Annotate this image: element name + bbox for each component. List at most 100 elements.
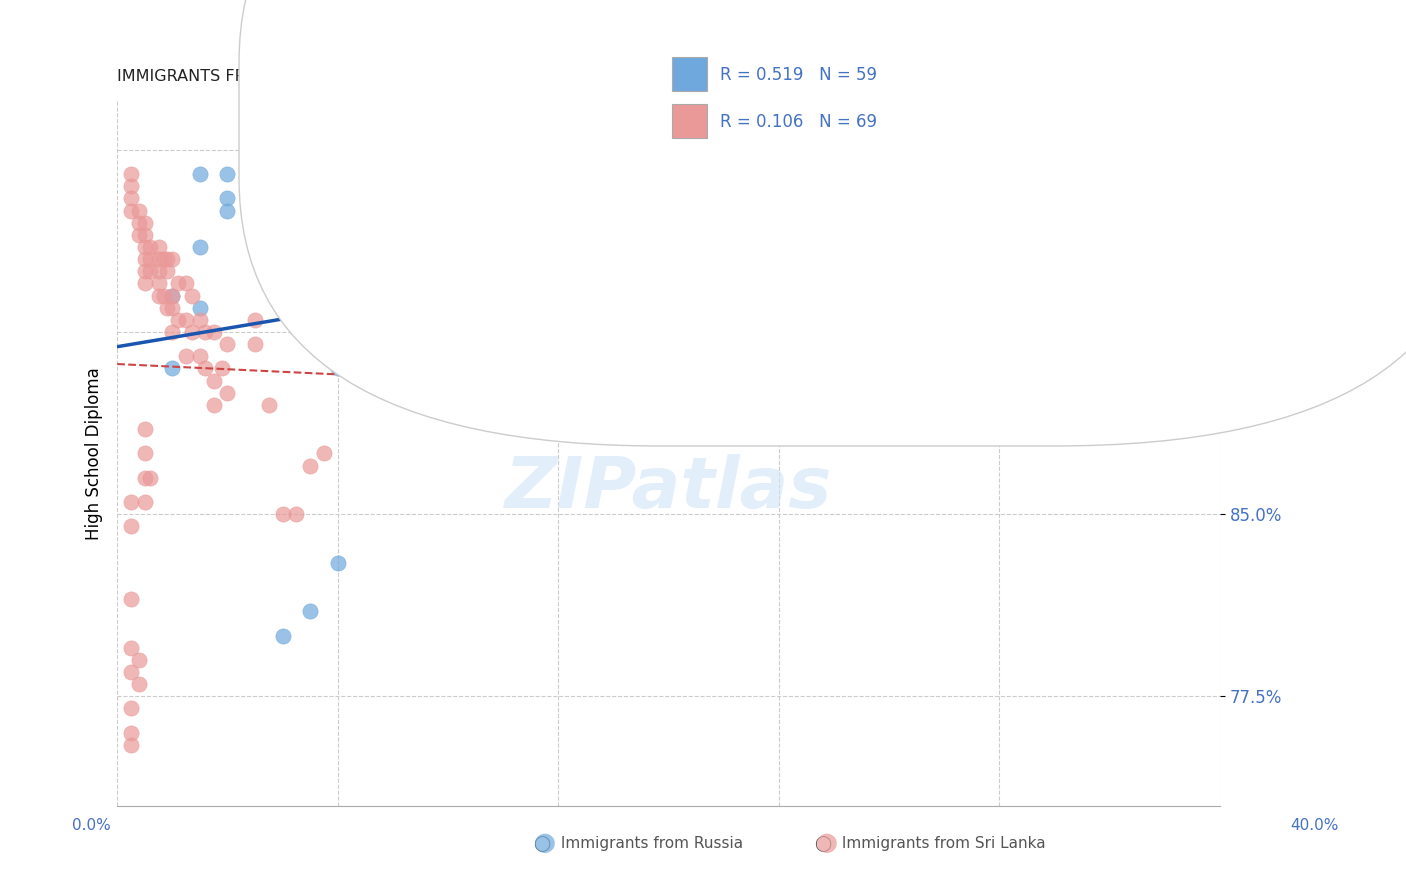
Point (153, 288, 176, 302)
Point (134, 422, 156, 436)
Point (243, 313, 266, 327)
Point (271, 240, 294, 254)
Point (713, 227, 735, 242)
Point (960, 179, 983, 194)
Point (188, 240, 211, 254)
Point (134, 495, 156, 509)
Point (1126, 167, 1149, 181)
Point (1126, 155, 1149, 169)
Point (156, 264, 179, 278)
Text: 0.0%: 0.0% (72, 818, 111, 832)
Point (877, 240, 900, 254)
Point (194, 361, 217, 376)
Point (156, 301, 179, 315)
Point (823, 203, 845, 218)
Point (128, 216, 150, 230)
Point (188, 349, 211, 363)
Point (180, 325, 202, 339)
Point (492, 277, 515, 291)
Point (174, 349, 197, 363)
Point (202, 325, 225, 339)
Point (630, 301, 652, 315)
Point (162, 301, 184, 315)
Point (156, 252, 179, 267)
Point (796, 179, 818, 194)
Point (685, 240, 707, 254)
Point (299, 604, 322, 618)
Point (657, 240, 679, 254)
Point (194, 325, 217, 339)
Point (202, 374, 225, 388)
Point (243, 337, 266, 351)
Point (326, 556, 349, 570)
Point (437, 277, 460, 291)
Point (299, 313, 322, 327)
Point (120, 203, 142, 218)
Point (139, 471, 162, 485)
Point (148, 288, 170, 302)
Point (285, 507, 308, 521)
Point (326, 361, 349, 376)
Point (174, 313, 197, 327)
Point (162, 325, 184, 339)
Point (312, 446, 335, 460)
Point (934, 203, 956, 218)
Point (326, 277, 349, 291)
Point (243, 216, 266, 230)
Point (120, 167, 142, 181)
Point (271, 277, 294, 291)
Text: ⬤: ⬤ (534, 833, 557, 853)
Point (120, 738, 142, 752)
Point (877, 192, 900, 206)
Point (153, 252, 176, 267)
Point (139, 240, 162, 254)
Point (188, 313, 211, 327)
Point (1043, 167, 1066, 181)
Point (1153, 148, 1175, 162)
Text: IMMIGRANTS FROM RUSSIA VS IMMIGRANTS FROM SRI LANKA HIGH SCHOOL DIPLOMA CORRELAT: IMMIGRANTS FROM RUSSIA VS IMMIGRANTS FRO… (117, 69, 987, 84)
Point (188, 167, 211, 181)
Point (299, 325, 322, 339)
Point (464, 301, 486, 315)
Point (120, 179, 142, 194)
Point (1098, 155, 1121, 169)
Point (519, 277, 541, 291)
Point (202, 398, 225, 412)
Point (120, 726, 142, 740)
Point (243, 203, 266, 218)
Point (134, 240, 156, 254)
Point (271, 507, 294, 521)
Point (217, 192, 239, 206)
Point (381, 301, 404, 315)
Text: ZIPatlas: ZIPatlas (505, 454, 832, 524)
Point (1015, 192, 1038, 206)
Point (492, 349, 515, 363)
Point (120, 519, 142, 533)
Point (188, 301, 211, 315)
Point (257, 398, 280, 412)
Text: Source: ZipAtlas.com: Source: ZipAtlas.com (1230, 27, 1364, 40)
Point (326, 301, 349, 315)
Point (148, 252, 170, 267)
Point (437, 240, 460, 254)
Point (354, 325, 377, 339)
Point (134, 216, 156, 230)
Point (217, 203, 239, 218)
Point (120, 495, 142, 509)
Point (134, 264, 156, 278)
Point (464, 277, 486, 291)
Point (1071, 155, 1094, 169)
Point (134, 252, 156, 267)
Point (217, 167, 239, 181)
Text: ⬤: ⬤ (815, 833, 838, 853)
Point (120, 701, 142, 715)
Point (988, 179, 1011, 194)
Point (354, 374, 377, 388)
Text: R = 0.106   N = 69: R = 0.106 N = 69 (720, 113, 877, 131)
Point (409, 361, 432, 376)
Point (166, 313, 188, 327)
Point (166, 277, 188, 291)
Point (148, 277, 170, 291)
Point (162, 361, 184, 376)
Point (139, 252, 162, 267)
